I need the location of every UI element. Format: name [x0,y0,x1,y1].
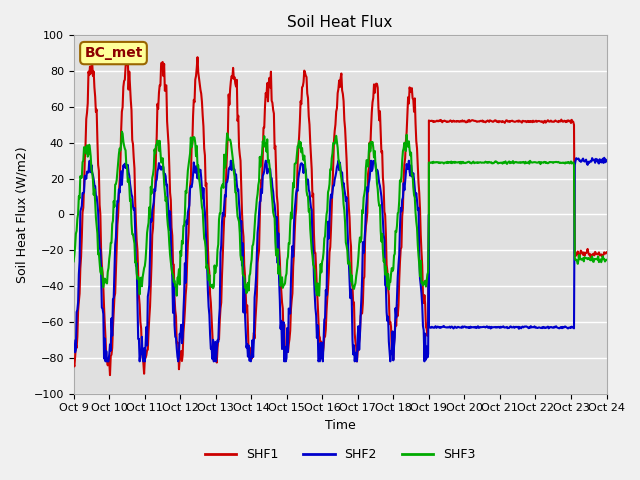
SHF2 [603,158,611,164]
SHF1 [122,52,130,58]
SHF2 [189,172,197,178]
SHF1 [70,360,77,366]
Y-axis label: Soil Heat Flux (W/m2): Soil Heat Flux (W/m2) [15,146,28,283]
Title: Soil Heat Flux: Soil Heat Flux [287,15,393,30]
SHF1 [406,88,414,94]
SHF3 [189,134,197,140]
Line: SHF2: SHF2 [74,158,607,361]
Text: BC_met: BC_met [84,46,143,60]
SHF3 [70,258,77,264]
SHF2 [421,331,429,336]
SHF3 [406,153,414,158]
SHF1 [603,250,611,255]
SHF1 [136,302,143,308]
SHF3 [603,257,611,263]
SHF3 [79,157,87,163]
SHF1 [106,372,114,378]
SHF1 [79,205,87,211]
SHF2 [406,169,413,175]
Line: SHF3: SHF3 [74,132,607,296]
SHF3 [135,278,143,284]
SHF1 [190,97,198,103]
SHF2 [218,243,225,249]
SHF2 [135,336,143,342]
SHF3 [218,185,225,191]
SHF2 [70,338,77,344]
SHF2 [79,191,87,196]
SHF2 [102,359,109,364]
Line: SHF1: SHF1 [74,55,607,375]
Legend: SHF1, SHF2, SHF3: SHF1, SHF2, SHF3 [200,443,481,466]
SHF1 [422,324,429,330]
X-axis label: Time: Time [324,419,355,432]
SHF3 [316,293,323,299]
SHF2 [600,155,608,161]
SHF3 [422,284,429,289]
SHF3 [118,129,125,134]
SHF1 [218,273,226,279]
